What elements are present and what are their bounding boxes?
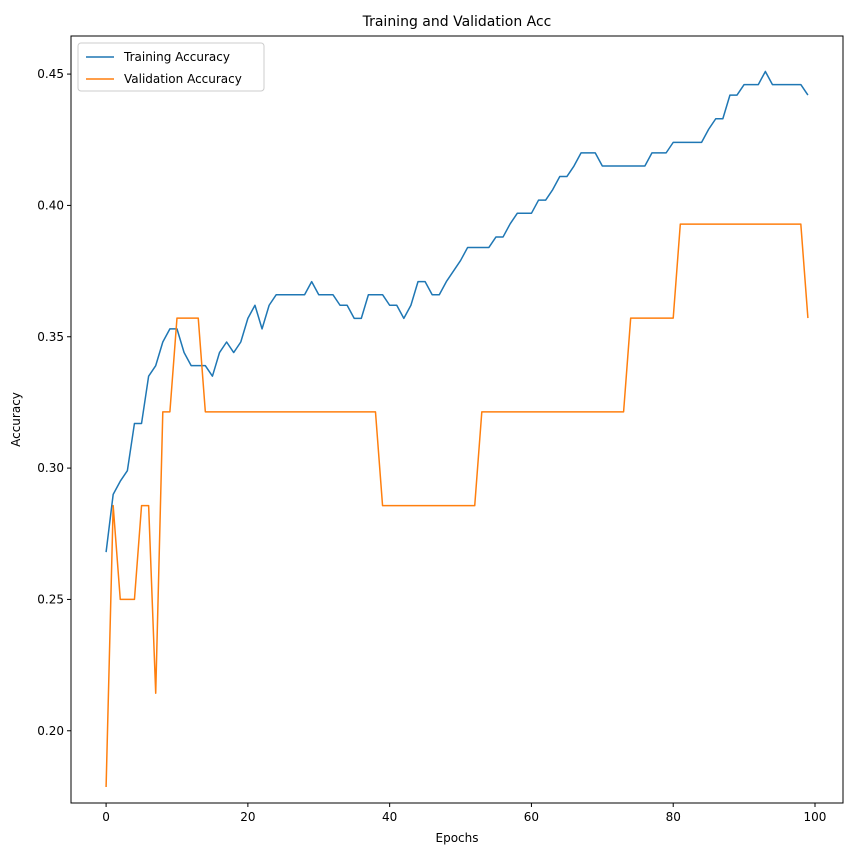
x-tick-label: 40	[382, 810, 397, 824]
x-tick-label: 20	[240, 810, 255, 824]
chart-title: Training and Validation Acc	[362, 14, 552, 30]
validation-accuracy-line	[105, 223, 809, 787]
y-tick-label: 0.20	[37, 724, 64, 738]
y-tick-label: 0.40	[37, 198, 64, 212]
y-tick-label: 0.30	[37, 461, 64, 475]
legend-box	[77, 42, 265, 92]
x-axis-label: Epochs	[436, 831, 479, 845]
y-axis-ticks: 0.20 0.25 0.30 0.35 0.40 0.45	[37, 67, 71, 738]
legend-label-validation: Validation Accuracy	[124, 72, 242, 86]
x-tick-label: 60	[524, 810, 539, 824]
x-tick-label: 100	[804, 810, 827, 824]
training-accuracy-line	[105, 70, 809, 553]
y-tick-label: 0.45	[37, 67, 64, 81]
plot-area: 0 20 40 60 80 100 0.20 0.25 0.30 0.35 0.40 0.45	[37, 35, 844, 824]
x-axis-ticks: 0 20 40 60 80 100	[102, 803, 826, 824]
axes-frame	[70, 35, 844, 804]
legend-label-training: Training Accuracy	[123, 50, 230, 64]
x-tick-label: 0	[102, 810, 110, 824]
y-tick-label: 0.25	[37, 592, 64, 606]
x-tick-label: 80	[666, 810, 681, 824]
series-layer	[105, 70, 809, 787]
y-tick-label: 0.35	[37, 330, 64, 344]
legend: Training Accuracy Validation Accuracy	[77, 42, 265, 92]
y-axis-label: Accuracy	[9, 392, 23, 447]
